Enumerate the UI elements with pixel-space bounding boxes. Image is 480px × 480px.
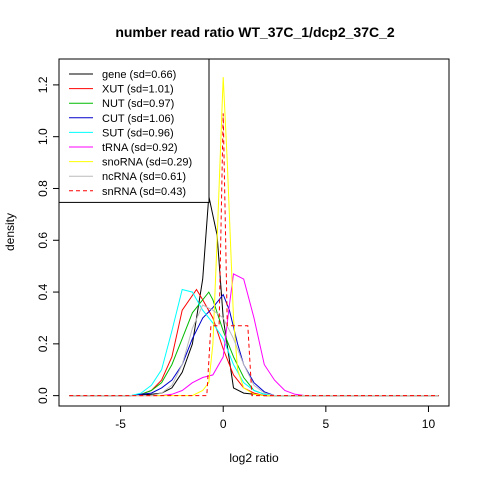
x-tick-label: 5: [322, 417, 329, 431]
series-line: [69, 196, 439, 397]
y-tick-label: 0.6: [36, 232, 50, 249]
legend-entry: SUT (sd=0.96): [102, 127, 174, 139]
y-tick-label: 0.0: [36, 387, 50, 404]
series-line: [69, 113, 439, 397]
x-axis-label: log2 ratio: [229, 451, 279, 465]
chart-title: number read ratio WT_37C_1/dcp2_37C_2: [115, 24, 395, 40]
y-tick-label: 1.2: [36, 76, 50, 93]
legend-entry: XUT (sd=1.01): [102, 84, 174, 96]
y-tick-label: 0.8: [36, 180, 50, 197]
series-line: [69, 77, 439, 397]
legend-entry: NUT (sd=0.97): [102, 98, 174, 110]
legend-box: [58, 58, 210, 203]
x-axis: -5 0 5 10: [115, 405, 436, 431]
legend-entry: CUT (sd=1.06): [102, 113, 174, 125]
series-line: [69, 304, 439, 397]
legend-entry: snoRNA (sd=0.29): [102, 157, 192, 169]
x-tick-label: 0: [220, 417, 227, 431]
legend: gene (sd=0.66) XUT (sd=1.01) NUT (sd=0.97)…: [58, 58, 210, 203]
y-tick-label: 0.4: [36, 283, 50, 300]
x-tick-label: 10: [422, 417, 436, 431]
y-axis: 0.0 0.2 0.4 0.6 0.8 1.0 1.2: [36, 76, 60, 404]
series-line: [69, 291, 439, 397]
legend-entry: snRNA (sd=0.43): [102, 186, 186, 198]
x-tick-label: -5: [115, 417, 126, 431]
legend-entry: ncRNA (sd=0.61): [102, 171, 186, 183]
series-layer: [69, 77, 439, 397]
y-tick-label: 0.2: [36, 335, 50, 352]
legend-entry: tRNA (sd=0.92): [102, 142, 178, 154]
series-line: [69, 288, 439, 397]
y-tick-label: 1.0: [36, 128, 50, 145]
legend-entry: gene (sd=0.66): [102, 69, 176, 81]
series-line: [69, 293, 439, 397]
series-line: [69, 273, 439, 397]
series-line: [69, 288, 439, 397]
y-axis-label: density: [3, 213, 17, 251]
